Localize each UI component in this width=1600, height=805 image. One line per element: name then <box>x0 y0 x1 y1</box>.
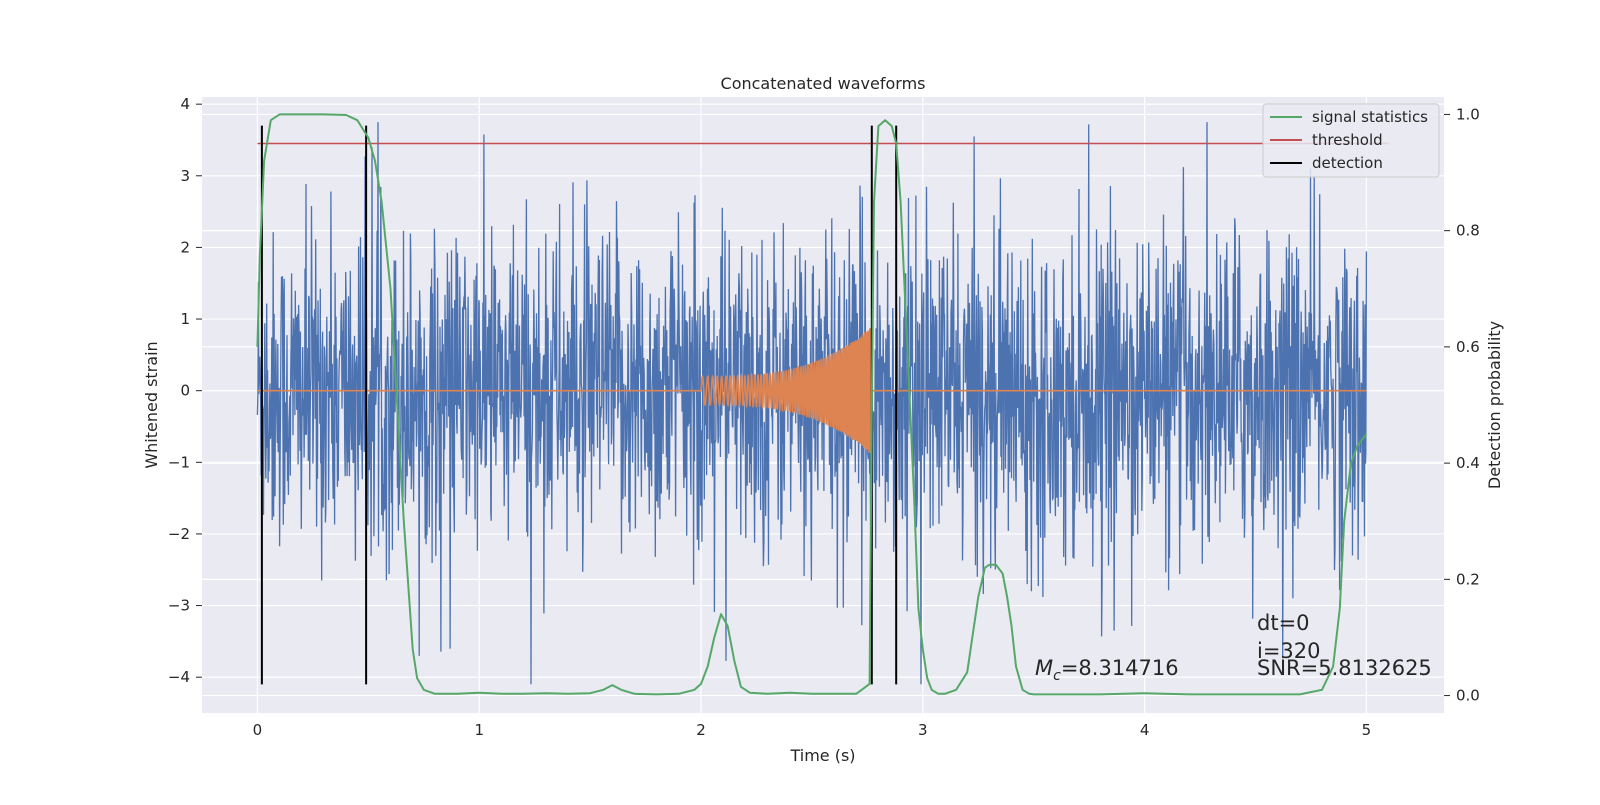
y-axis-label: Whitened strain <box>142 341 161 468</box>
x-tick-label: 5 <box>1362 721 1372 739</box>
legend-label-threshold: threshold <box>1312 131 1383 149</box>
y2-tick-label: 1.0 <box>1456 105 1480 123</box>
y-tick-label: 0 <box>180 382 190 400</box>
y-tick-label: −3 <box>168 597 190 615</box>
y2-axis-label: Detection probability <box>1485 321 1504 489</box>
index-annotation: i=320 <box>1257 639 1321 663</box>
legend: signal statistics threshold detection <box>1262 103 1440 178</box>
y2-tick-label: 0.4 <box>1456 454 1480 472</box>
x-tick-label: 1 <box>474 721 484 739</box>
y-tick-label: 3 <box>180 167 190 185</box>
snr-annotation: SNR=5.8132625 <box>1257 656 1432 680</box>
y-tick-label: −1 <box>168 453 190 471</box>
x-tick-label: 3 <box>918 721 928 739</box>
x-axis-label: Time (s) <box>789 746 855 765</box>
y-tick-label: 4 <box>180 95 190 113</box>
x-tick-label: 2 <box>696 721 706 739</box>
chart-title: Concatenated waveforms <box>721 74 926 93</box>
x-tick-label: 0 <box>253 721 263 739</box>
y-tick-label: 1 <box>180 310 190 328</box>
y2-tick-label: 0.8 <box>1456 222 1480 240</box>
x-tick-label: 4 <box>1140 721 1150 739</box>
ticks: 0 1 2 3 4 5 −4 −3 −2 −1 0 1 2 3 4 0.0 0.2 0.4 0.6 0.8 1.0 <box>168 95 1480 739</box>
legend-label-detection: detection <box>1312 154 1383 172</box>
legend-label-signal-statistics: signal statistics <box>1312 108 1428 126</box>
y2-tick-label: 0.2 <box>1456 570 1480 588</box>
legend-box <box>1262 103 1440 178</box>
y-tick-label: −2 <box>168 525 190 543</box>
signal-statistics-series <box>256 113 1368 696</box>
y2-tick-label: 0.0 <box>1456 687 1480 705</box>
y-tick-label: 2 <box>180 238 190 256</box>
chirp-line <box>257 327 1367 453</box>
chirp-series <box>257 327 1367 453</box>
y2-tick-label: 0.6 <box>1456 338 1480 356</box>
y-tick-label: −4 <box>168 668 190 686</box>
signal-statistics-line <box>256 113 1368 696</box>
chirp-mass-annotation: Mc=8.314716 <box>1035 656 1179 684</box>
dt-annotation: dt=0 <box>1257 611 1310 635</box>
